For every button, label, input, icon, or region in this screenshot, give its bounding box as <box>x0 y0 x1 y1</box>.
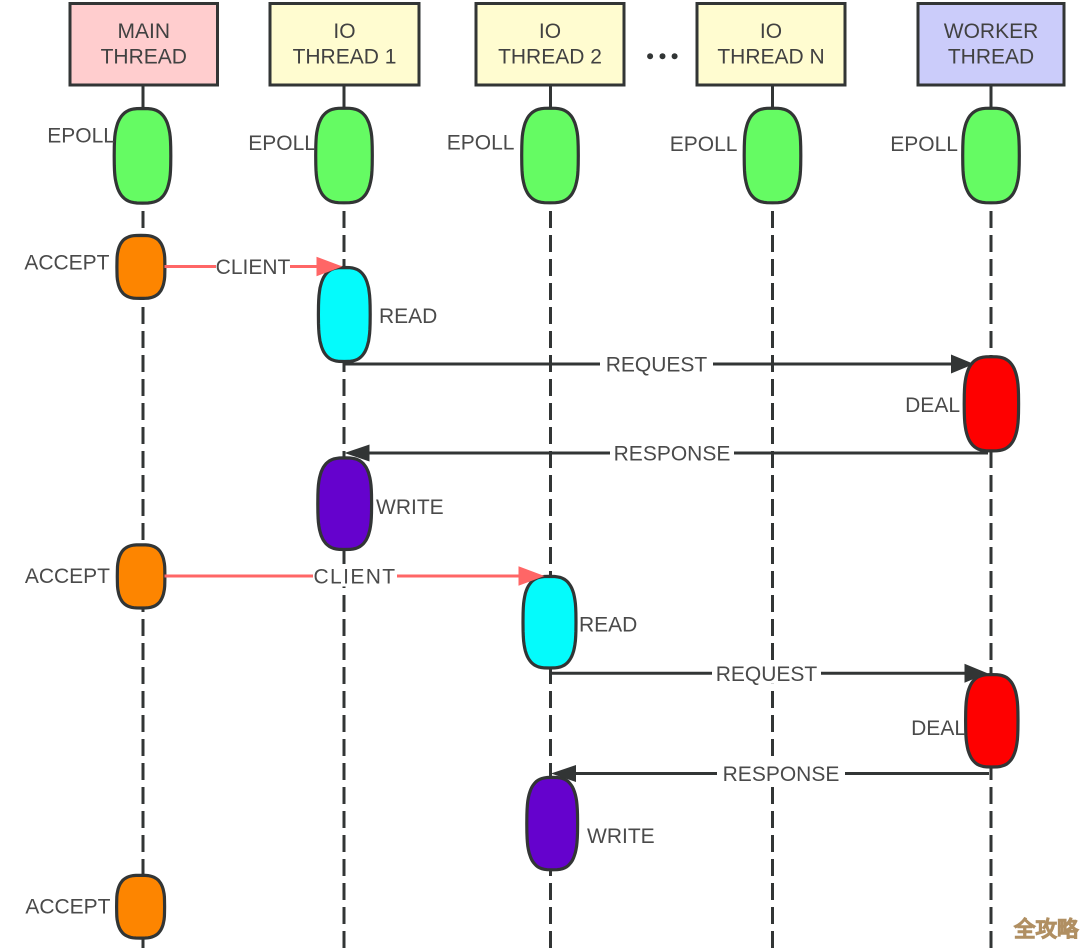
svg-text:IO: IO <box>760 20 782 43</box>
svg-text:DEAL: DEAL <box>905 394 960 417</box>
svg-text:EPOLL: EPOLL <box>447 132 515 155</box>
svg-text:ACCEPT: ACCEPT <box>24 252 109 275</box>
svg-text:WORKER: WORKER <box>944 20 1039 43</box>
svg-text:WRITE: WRITE <box>376 496 444 519</box>
svg-text:THREAD: THREAD <box>101 46 187 69</box>
svg-text:CLIENT: CLIENT <box>313 566 396 589</box>
svg-text:THREAD 1: THREAD 1 <box>293 46 397 69</box>
svg-text:EPOLL: EPOLL <box>890 133 958 156</box>
svg-text:EPOLL: EPOLL <box>670 133 738 156</box>
svg-text:RESPONSE: RESPONSE <box>614 443 731 466</box>
svg-text:MAIN: MAIN <box>118 20 171 43</box>
svg-text:全攻略: 全攻略 <box>1013 917 1079 942</box>
svg-text:READ: READ <box>579 614 637 637</box>
svg-text:THREAD: THREAD <box>948 46 1034 69</box>
svg-text:ACCEPT: ACCEPT <box>25 565 110 588</box>
svg-text:ACCEPT: ACCEPT <box>25 896 110 919</box>
svg-text:DEAL: DEAL <box>911 717 966 740</box>
svg-text:REQUEST: REQUEST <box>606 354 708 377</box>
svg-text:IO: IO <box>539 20 561 43</box>
svg-text:READ: READ <box>379 305 437 328</box>
svg-text:RESPONSE: RESPONSE <box>723 763 840 786</box>
svg-text:REQUEST: REQUEST <box>716 663 818 686</box>
svg-text:THREAD 2: THREAD 2 <box>498 46 602 69</box>
svg-text:CLIENT: CLIENT <box>216 256 291 279</box>
svg-text:EPOLL: EPOLL <box>47 125 115 148</box>
svg-text:WRITE: WRITE <box>587 825 655 848</box>
svg-text:IO: IO <box>333 20 355 43</box>
svg-text:EPOLL: EPOLL <box>248 132 316 155</box>
svg-text:THREAD N: THREAD N <box>717 46 824 69</box>
